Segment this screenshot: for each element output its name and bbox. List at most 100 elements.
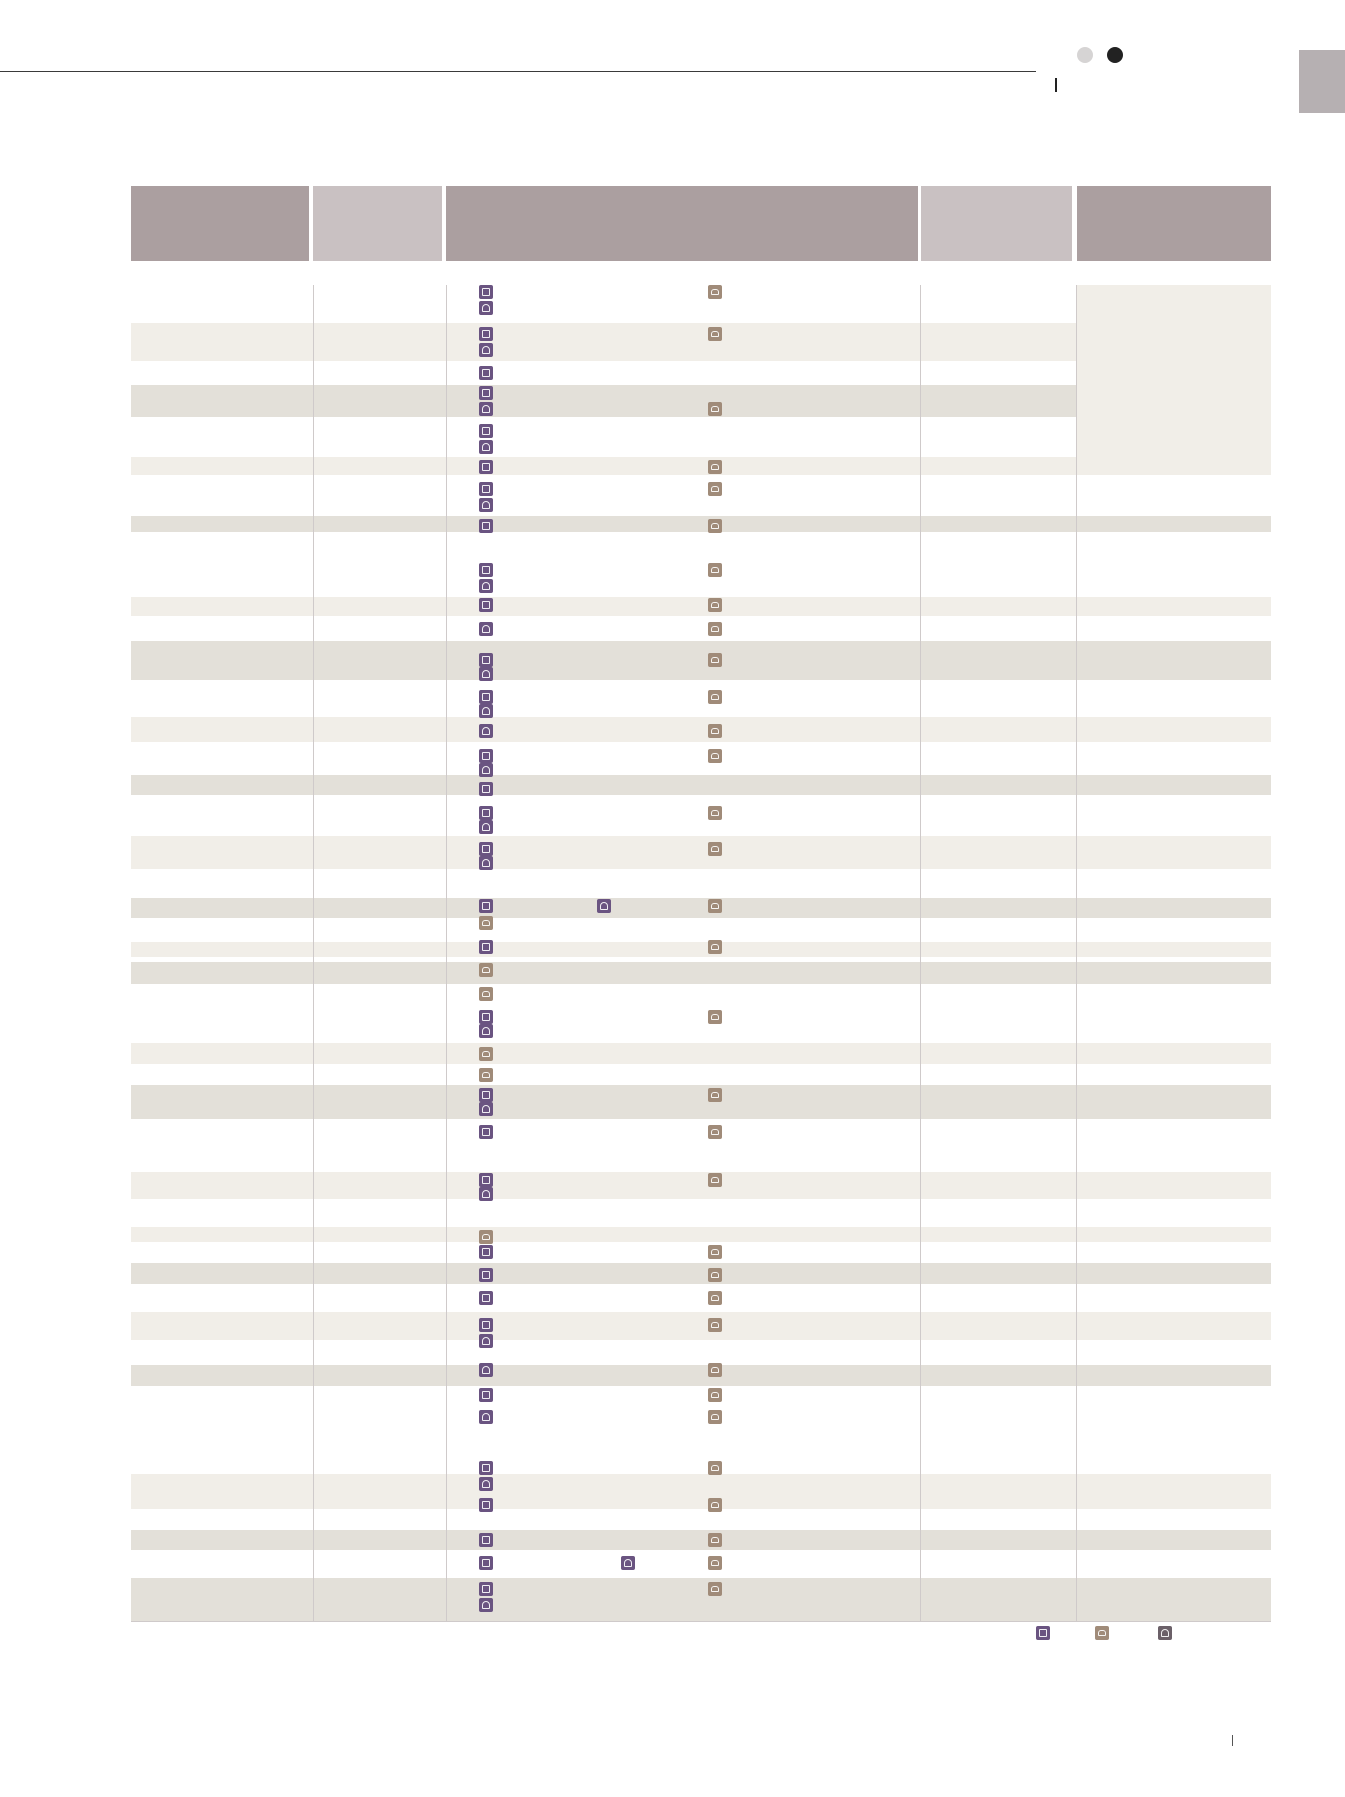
car-icon xyxy=(708,598,722,612)
train-icon xyxy=(479,1334,493,1348)
table-bottom-rule xyxy=(131,1621,1271,1622)
bus-icon xyxy=(479,366,493,380)
table-row xyxy=(131,1365,1271,1386)
bus-icon xyxy=(479,327,493,341)
table-row xyxy=(131,1043,1271,1064)
car-icon xyxy=(708,1363,722,1377)
car-icon xyxy=(708,653,722,667)
train-icon xyxy=(621,1556,635,1570)
bus-icon xyxy=(479,1498,493,1512)
car-icon xyxy=(708,1582,722,1596)
bus-icon xyxy=(479,1318,493,1332)
table-row xyxy=(131,1474,1271,1509)
car-icon xyxy=(708,1556,722,1570)
car-icon xyxy=(708,519,722,533)
train-icon xyxy=(479,1410,493,1424)
train-icon xyxy=(597,899,611,913)
merged-cell xyxy=(1077,285,1271,475)
car-icon xyxy=(708,482,722,496)
page-indicator-dot-active xyxy=(1107,47,1123,63)
train-icon xyxy=(479,1363,493,1377)
train-icon xyxy=(479,1187,493,1201)
table-row xyxy=(131,1172,1271,1199)
table-row xyxy=(131,836,1271,869)
table-row xyxy=(131,1530,1271,1550)
column-divider xyxy=(313,285,314,1621)
table-row xyxy=(131,942,1271,957)
train-icon xyxy=(479,820,493,834)
bus-icon xyxy=(479,386,493,400)
car-icon xyxy=(708,940,722,954)
table-row xyxy=(131,1227,1271,1242)
car-icon xyxy=(479,987,493,1001)
train-icon xyxy=(479,579,493,593)
bus-icon xyxy=(479,1173,493,1187)
bus-icon xyxy=(479,1268,493,1282)
table-row xyxy=(131,1263,1271,1284)
car-icon xyxy=(708,402,722,416)
train-icon xyxy=(479,763,493,777)
bus-icon xyxy=(479,1245,493,1259)
car-icon xyxy=(708,1173,722,1187)
bus-icon xyxy=(479,1582,493,1596)
bus-icon xyxy=(479,1291,493,1305)
header-tick xyxy=(1055,78,1057,92)
car-icon xyxy=(708,1245,722,1259)
train-icon xyxy=(479,301,493,315)
car-icon xyxy=(708,899,722,913)
footer-tick xyxy=(1232,1735,1233,1746)
bus-icon xyxy=(479,1388,493,1402)
table-row xyxy=(131,775,1271,795)
table-row xyxy=(131,1578,1271,1621)
car-icon xyxy=(479,1047,493,1061)
bus-icon xyxy=(479,1461,493,1475)
column-divider xyxy=(920,285,921,1621)
car-icon xyxy=(708,1388,722,1402)
train-icon xyxy=(479,440,493,454)
bus-icon xyxy=(479,782,493,796)
car-icon xyxy=(708,1088,722,1102)
train-icon xyxy=(479,402,493,416)
car-icon xyxy=(708,1010,722,1024)
train-icon xyxy=(479,724,493,738)
car-icon xyxy=(708,1461,722,1475)
column-divider xyxy=(446,285,447,1621)
car-icon xyxy=(708,724,722,738)
car-icon xyxy=(708,327,722,341)
bus-icon xyxy=(479,285,493,299)
table-row xyxy=(131,898,1271,918)
train-icon xyxy=(479,856,493,870)
table-row xyxy=(131,962,1271,984)
bus-icon xyxy=(479,482,493,496)
bus-icon xyxy=(479,1125,493,1139)
car-icon xyxy=(708,622,722,636)
car-icon xyxy=(708,806,722,820)
table-header-col-5 xyxy=(1077,186,1271,261)
bus-icon xyxy=(479,1088,493,1102)
bus-icon xyxy=(479,749,493,763)
car-icon xyxy=(708,1125,722,1139)
bus-icon xyxy=(479,460,493,474)
car-icon xyxy=(708,563,722,577)
bus-icon xyxy=(479,1010,493,1024)
table-row xyxy=(131,1312,1271,1340)
train-icon xyxy=(479,343,493,357)
table-row xyxy=(131,717,1271,742)
table-header-col-2 xyxy=(313,186,442,261)
bus-icon xyxy=(479,690,493,704)
car-icon xyxy=(708,1533,722,1547)
bus-icon xyxy=(479,598,493,612)
train-icon xyxy=(479,622,493,636)
column-divider xyxy=(1076,285,1077,1621)
car-icon xyxy=(708,1498,722,1512)
legend-bus-icon xyxy=(1036,1626,1050,1640)
train-icon xyxy=(479,1024,493,1038)
table-row xyxy=(131,597,1271,616)
table-header-col-4 xyxy=(921,186,1072,261)
legend-train-icon xyxy=(1158,1626,1172,1640)
bus-icon xyxy=(479,424,493,438)
train-icon xyxy=(479,1102,493,1116)
table-header-col-1 xyxy=(131,186,309,261)
bus-icon xyxy=(479,563,493,577)
car-icon xyxy=(479,1230,493,1244)
